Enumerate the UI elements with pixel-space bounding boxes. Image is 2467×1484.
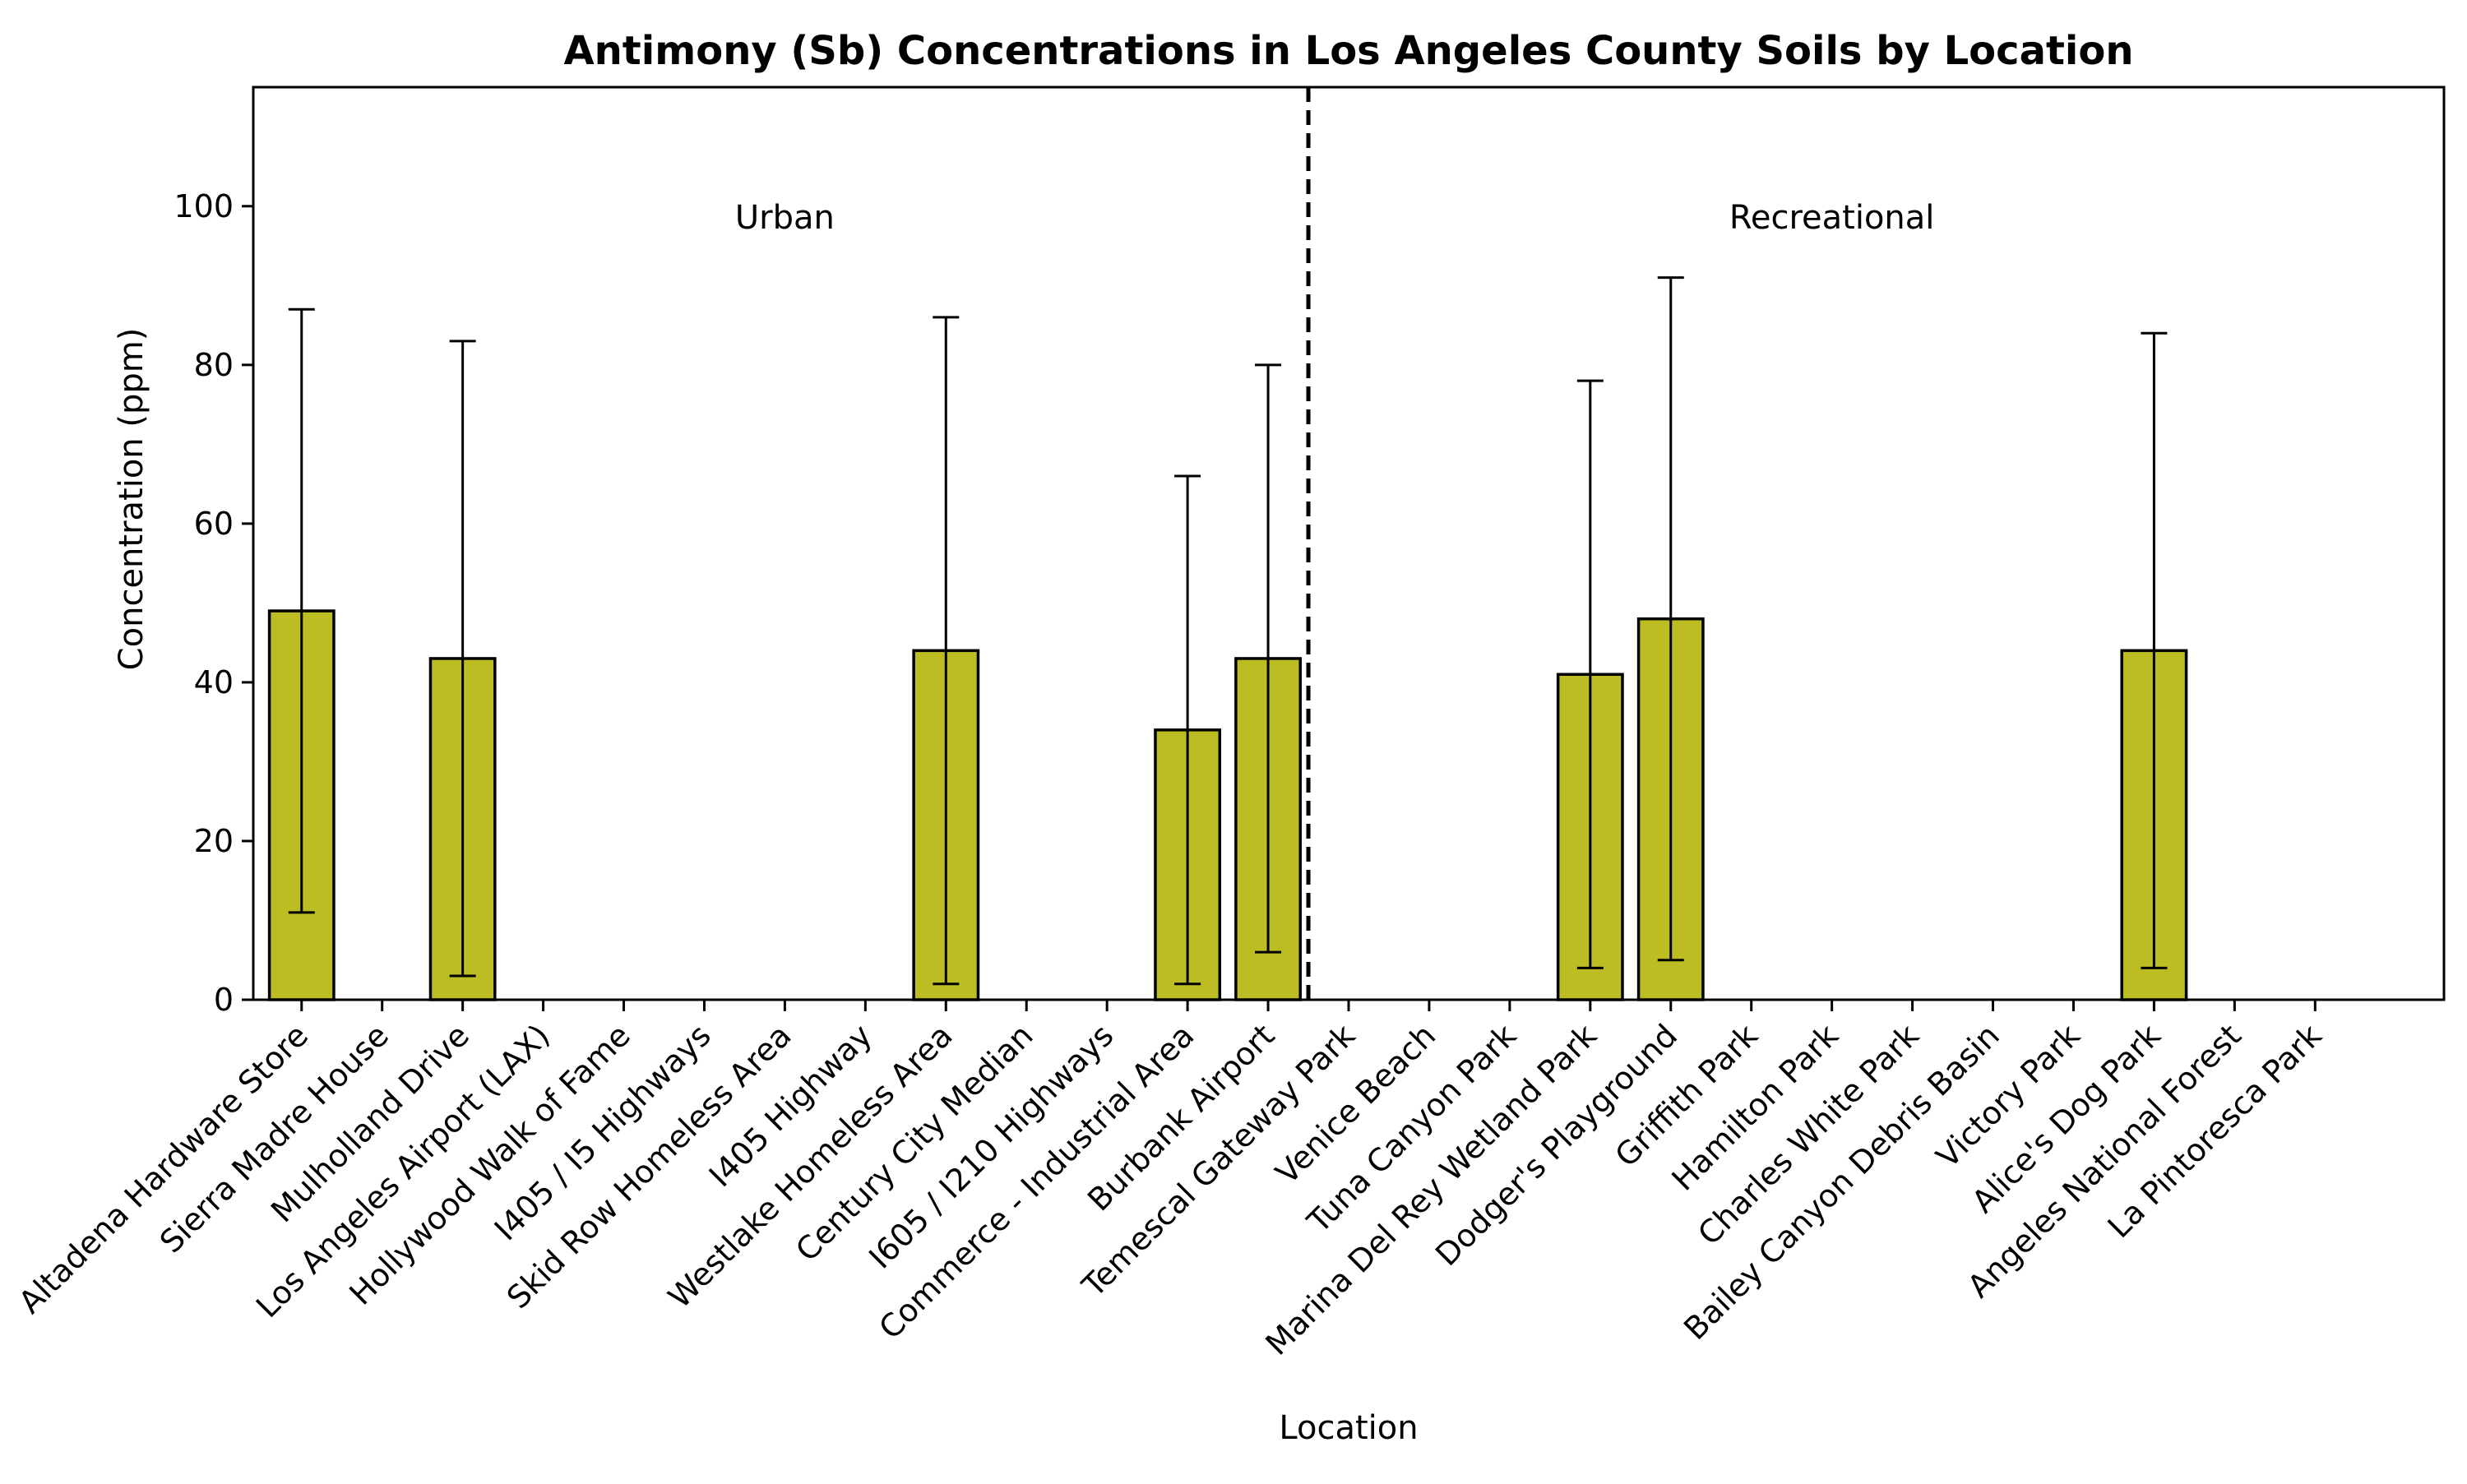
y-tick-label-40: 40 <box>194 664 234 700</box>
y-tick-label-0: 0 <box>214 982 234 1018</box>
x-tick-label-0: Altadena Hardware Store <box>12 1017 315 1320</box>
group-label-recreational: Recreational <box>1729 199 1935 237</box>
y-tick-label-60: 60 <box>194 506 234 542</box>
y-tick-label-20: 20 <box>194 823 234 859</box>
plot-frame <box>252 86 2446 1001</box>
x-axis-label: Location <box>1279 1409 1418 1447</box>
chart-title: Antimony (Sb) Concentrations in Los Ange… <box>563 28 2133 74</box>
plot-area: Urban Recreational 0 20 40 60 80 100 Altadena Ha… <box>12 86 2446 1362</box>
y-tick-label-80: 80 <box>194 347 234 383</box>
group-label-urban: Urban <box>735 199 835 237</box>
y-axis-label: Concentration (ppm) <box>113 328 150 671</box>
y-tick-label-100: 100 <box>174 188 234 224</box>
